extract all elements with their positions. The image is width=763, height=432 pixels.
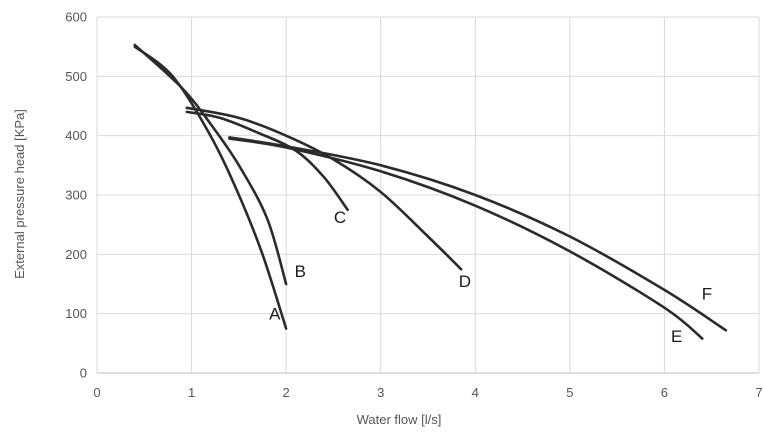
x-tick-label-3: 3 (377, 385, 384, 400)
x-tick-label-4: 4 (472, 385, 479, 400)
curves (133, 43, 728, 340)
curve-label-d: D (459, 272, 471, 291)
x-tick-label-5: 5 (566, 385, 573, 400)
y-axis-title: External pressure head [KPa] (12, 109, 27, 279)
y-tick-label-500: 500 (65, 69, 87, 84)
y-tick-label-0: 0 (80, 366, 87, 381)
curve-d (185, 106, 463, 271)
curve-b (133, 43, 288, 286)
curve-label-b: B (295, 262, 306, 281)
curve-label-a: A (269, 305, 281, 324)
x-tick-label-7: 7 (755, 385, 762, 400)
x-tick-label-2: 2 (283, 385, 290, 400)
curve-f (228, 136, 728, 332)
y-tick-label-400: 400 (65, 128, 87, 143)
y-tick-label-200: 200 (65, 247, 87, 262)
x-axis-title: Water flow [l/s] (357, 412, 442, 427)
x-tick-label-6: 6 (661, 385, 668, 400)
curve-labels: A B C D E F (269, 208, 712, 346)
curve-label-f: F (702, 284, 712, 303)
curve-a (133, 45, 288, 330)
y-tick-label-600: 600 (65, 10, 87, 25)
x-tick-label-0: 0 (93, 385, 100, 400)
curve-label-c: C (334, 208, 346, 227)
axes: 0 1 2 3 4 5 6 7 0 100 200 300 400 500 600 (65, 10, 762, 401)
curve-label-e: E (671, 327, 682, 346)
y-tick-label-300: 300 (65, 188, 87, 203)
curve-e (228, 137, 704, 340)
y-tick-label-100: 100 (65, 306, 87, 321)
grid (96, 16, 760, 374)
curve-c (185, 110, 349, 212)
x-tick-label-1: 1 (188, 385, 195, 400)
